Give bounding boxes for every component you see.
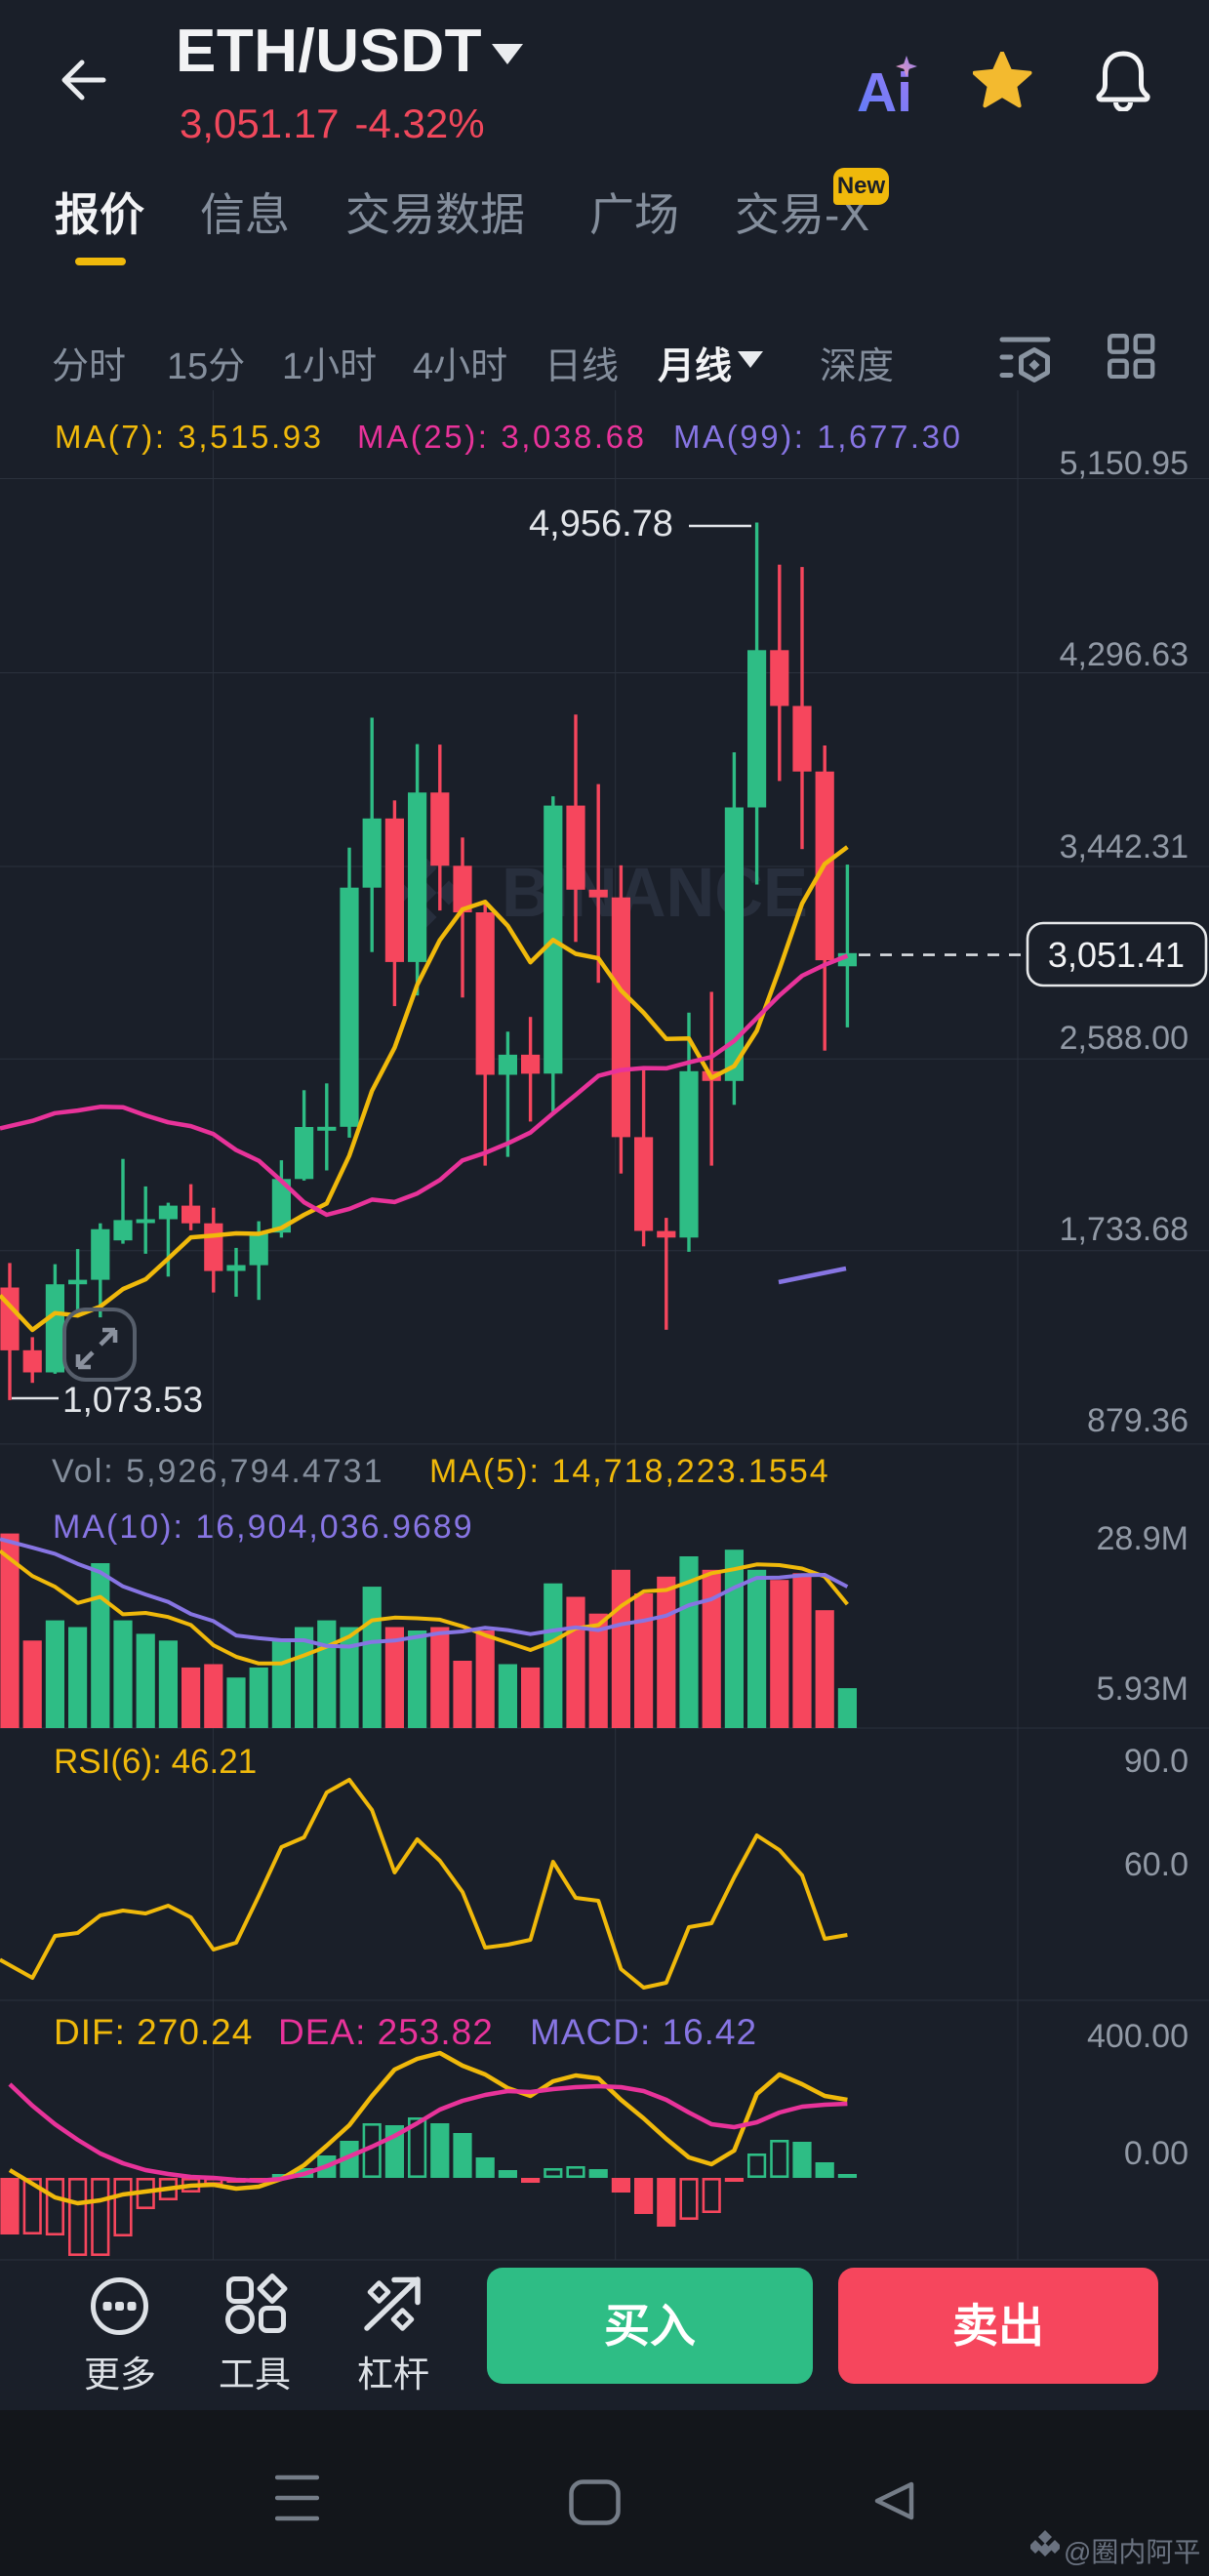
svg-text:1,073.53: 1,073.53 [62,1380,203,1420]
svg-text:4,956.78: 4,956.78 [529,503,673,544]
svg-text:3,051.41: 3,051.41 [1048,935,1185,975]
svg-text:Ai: Ai [857,61,912,117]
